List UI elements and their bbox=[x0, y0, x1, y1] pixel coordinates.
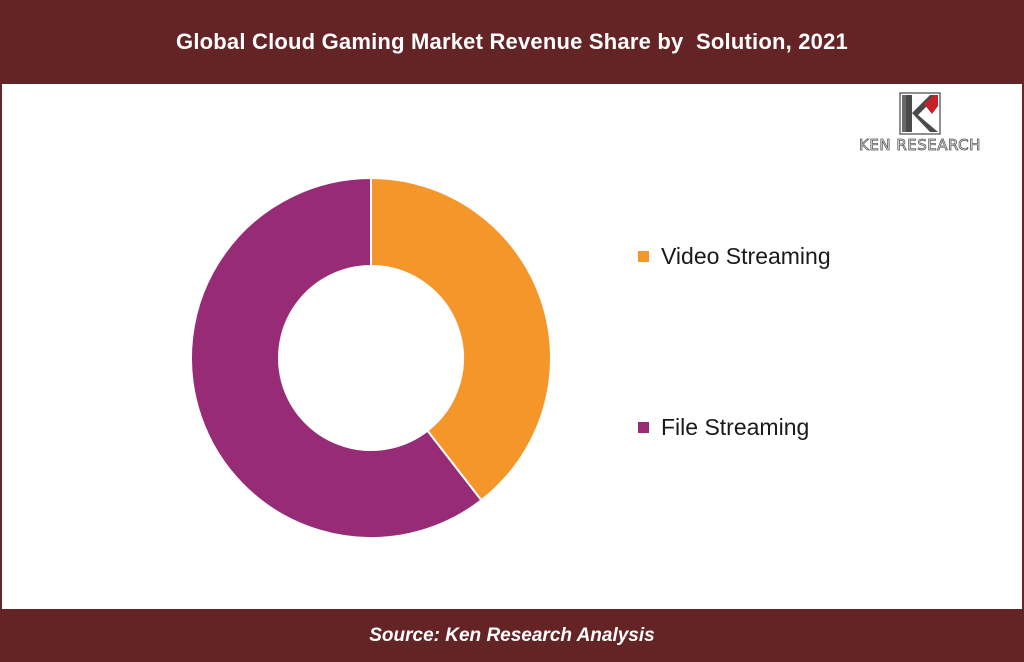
chart-title: Global Cloud Gaming Market Revenue Share… bbox=[176, 29, 848, 54]
source-note: Source: Ken Research Analysis bbox=[369, 624, 655, 646]
ken-research-k-logo-icon bbox=[899, 92, 941, 135]
ken-research-wordmark: KEN RESEARCH bbox=[859, 136, 981, 155]
legend-item-video-streaming: Video Streaming bbox=[638, 243, 831, 270]
donut-slice-file-streaming bbox=[190, 176, 483, 539]
legend-label-file-streaming: File Streaming bbox=[661, 414, 810, 440]
title-bar: Global Cloud Gaming Market Revenue Share… bbox=[0, 0, 1024, 84]
legend-swatch-file-streaming bbox=[638, 422, 649, 433]
ken-research-logo: KEN RESEARCH bbox=[822, 92, 1018, 158]
footer-bar: Source: Ken Research Analysis bbox=[0, 609, 1024, 662]
donut-slice-video-streaming bbox=[370, 176, 552, 502]
legend-item-file-streaming: File Streaming bbox=[638, 414, 809, 441]
legend-label-video-streaming: Video Streaming bbox=[661, 243, 831, 269]
legend-swatch-video-streaming bbox=[638, 251, 649, 262]
